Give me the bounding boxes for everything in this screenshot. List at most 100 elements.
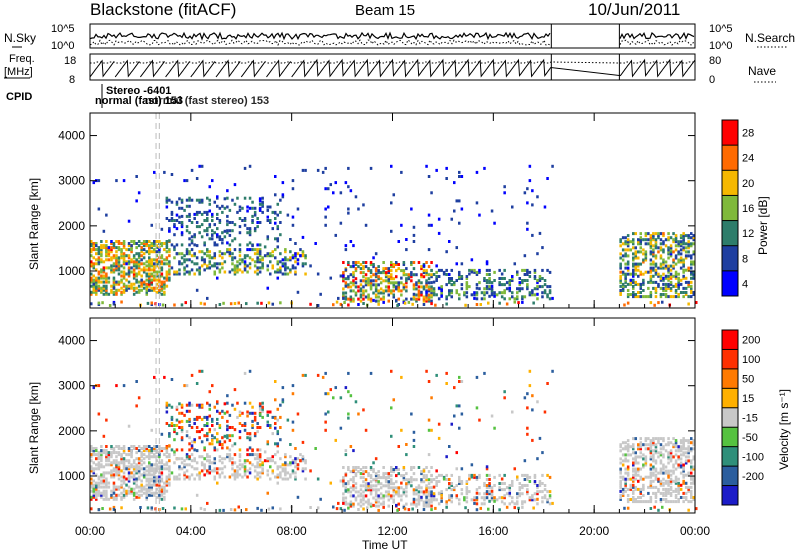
power-cell: [281, 258, 285, 262]
power-cell: [420, 281, 423, 285]
power-cell: [483, 279, 486, 282]
velocity-cell: [95, 467, 98, 471]
power-cell: [246, 264, 249, 268]
cpid-overlap-text: normal (fast stereo) 153: [145, 95, 269, 107]
power-cell: [332, 191, 335, 195]
velocity-cell: [266, 442, 270, 446]
velocity-cell: [440, 499, 443, 503]
power-cell: [619, 270, 622, 274]
velocity-cell: [218, 440, 222, 444]
power-cell: [294, 270, 297, 274]
power-cell: [160, 284, 164, 288]
power-cell: [153, 274, 156, 278]
velocity-cell: [626, 500, 630, 504]
velocity-cell: [679, 441, 683, 445]
power-cell: [231, 252, 234, 256]
velocity-cell: [233, 428, 237, 432]
velocity-cell: [677, 481, 680, 485]
power-cell: [536, 287, 539, 291]
velocity-cell: [321, 375, 325, 379]
power-cell: [390, 164, 393, 168]
power-cell: [639, 250, 643, 254]
velocity-cell: [253, 418, 257, 422]
velocity-cell: [150, 449, 154, 453]
power-cell: [97, 278, 101, 282]
velocity-cell: [208, 467, 212, 471]
power-cell: [425, 281, 428, 285]
velocity-cell: [624, 489, 627, 493]
velocity-cell: [135, 495, 138, 499]
velocity-cell: [198, 477, 201, 481]
velocity-cell: [137, 461, 141, 465]
power-cell: [218, 268, 222, 272]
velocity-cell: [669, 469, 673, 473]
power-cell: [332, 303, 335, 307]
velocity-cell: [479, 506, 483, 510]
power-cell: [500, 291, 504, 295]
velocity-cell: [387, 482, 391, 486]
power-cell: [533, 270, 537, 274]
power-cell: [624, 254, 627, 258]
power-cell: [238, 208, 242, 212]
velocity-cell: [142, 447, 146, 450]
velocity-cell: [231, 473, 234, 477]
velocity-cell: [672, 471, 675, 475]
velocity-cell: [135, 447, 138, 450]
power-cell: [632, 293, 635, 296]
power-cell: [367, 297, 370, 301]
velocity-cell: [619, 445, 622, 449]
power-cell: [357, 303, 360, 306]
velocity-cell: [135, 465, 138, 469]
power-cell: [473, 268, 476, 272]
power-cell: [475, 297, 479, 301]
velocity-cell: [137, 445, 141, 448]
velocity-cell: [521, 500, 524, 504]
power-cell: [538, 231, 542, 235]
power-cell: [105, 252, 108, 256]
power-cell: [435, 293, 438, 297]
velocity-cell: [195, 426, 199, 429]
velocity-cell: [411, 507, 414, 511]
velocity-cell: [400, 498, 403, 502]
power-cell: [195, 262, 199, 266]
velocity-cell: [490, 486, 494, 490]
velocity-cell: [621, 447, 625, 451]
power-cell: [470, 268, 474, 272]
power-cell: [173, 219, 176, 222]
velocity-cell: [435, 469, 438, 473]
velocity-cell: [465, 480, 469, 483]
power-cell: [410, 275, 413, 279]
power-cell: [132, 274, 136, 278]
velocity-cell: [377, 476, 380, 480]
velocity-cell: [150, 477, 154, 481]
velocity-cell: [137, 485, 141, 489]
velocity-cell: [455, 484, 459, 487]
power-cell: [153, 264, 156, 268]
power-cell: [692, 270, 696, 274]
power-cell: [422, 299, 426, 303]
power-cell: [654, 254, 658, 258]
power-cell: [195, 268, 199, 272]
power-cell: [258, 258, 262, 262]
velocity-cell: [163, 485, 166, 489]
power-cell: [374, 287, 378, 291]
velocity-cell: [258, 426, 262, 429]
velocity-cell: [455, 404, 459, 408]
velocity-cell: [372, 484, 375, 488]
velocity-cell: [425, 486, 428, 490]
power-cell: [221, 238, 224, 241]
power-cell: [667, 248, 670, 252]
power-cell: [183, 208, 186, 212]
power-cell: [173, 223, 176, 227]
velocity-cell: [517, 506, 520, 510]
power-cell: [168, 276, 171, 280]
power-cell: [347, 283, 350, 287]
velocity-cell: [173, 461, 176, 465]
velocity-cell: [639, 500, 643, 504]
velocity-cell: [90, 477, 93, 481]
velocity-cell: [269, 459, 272, 463]
power-cell: [518, 281, 522, 285]
colorbar-swatch: [722, 407, 738, 428]
power-cell: [175, 272, 179, 276]
colorbar-swatch: [722, 368, 738, 389]
